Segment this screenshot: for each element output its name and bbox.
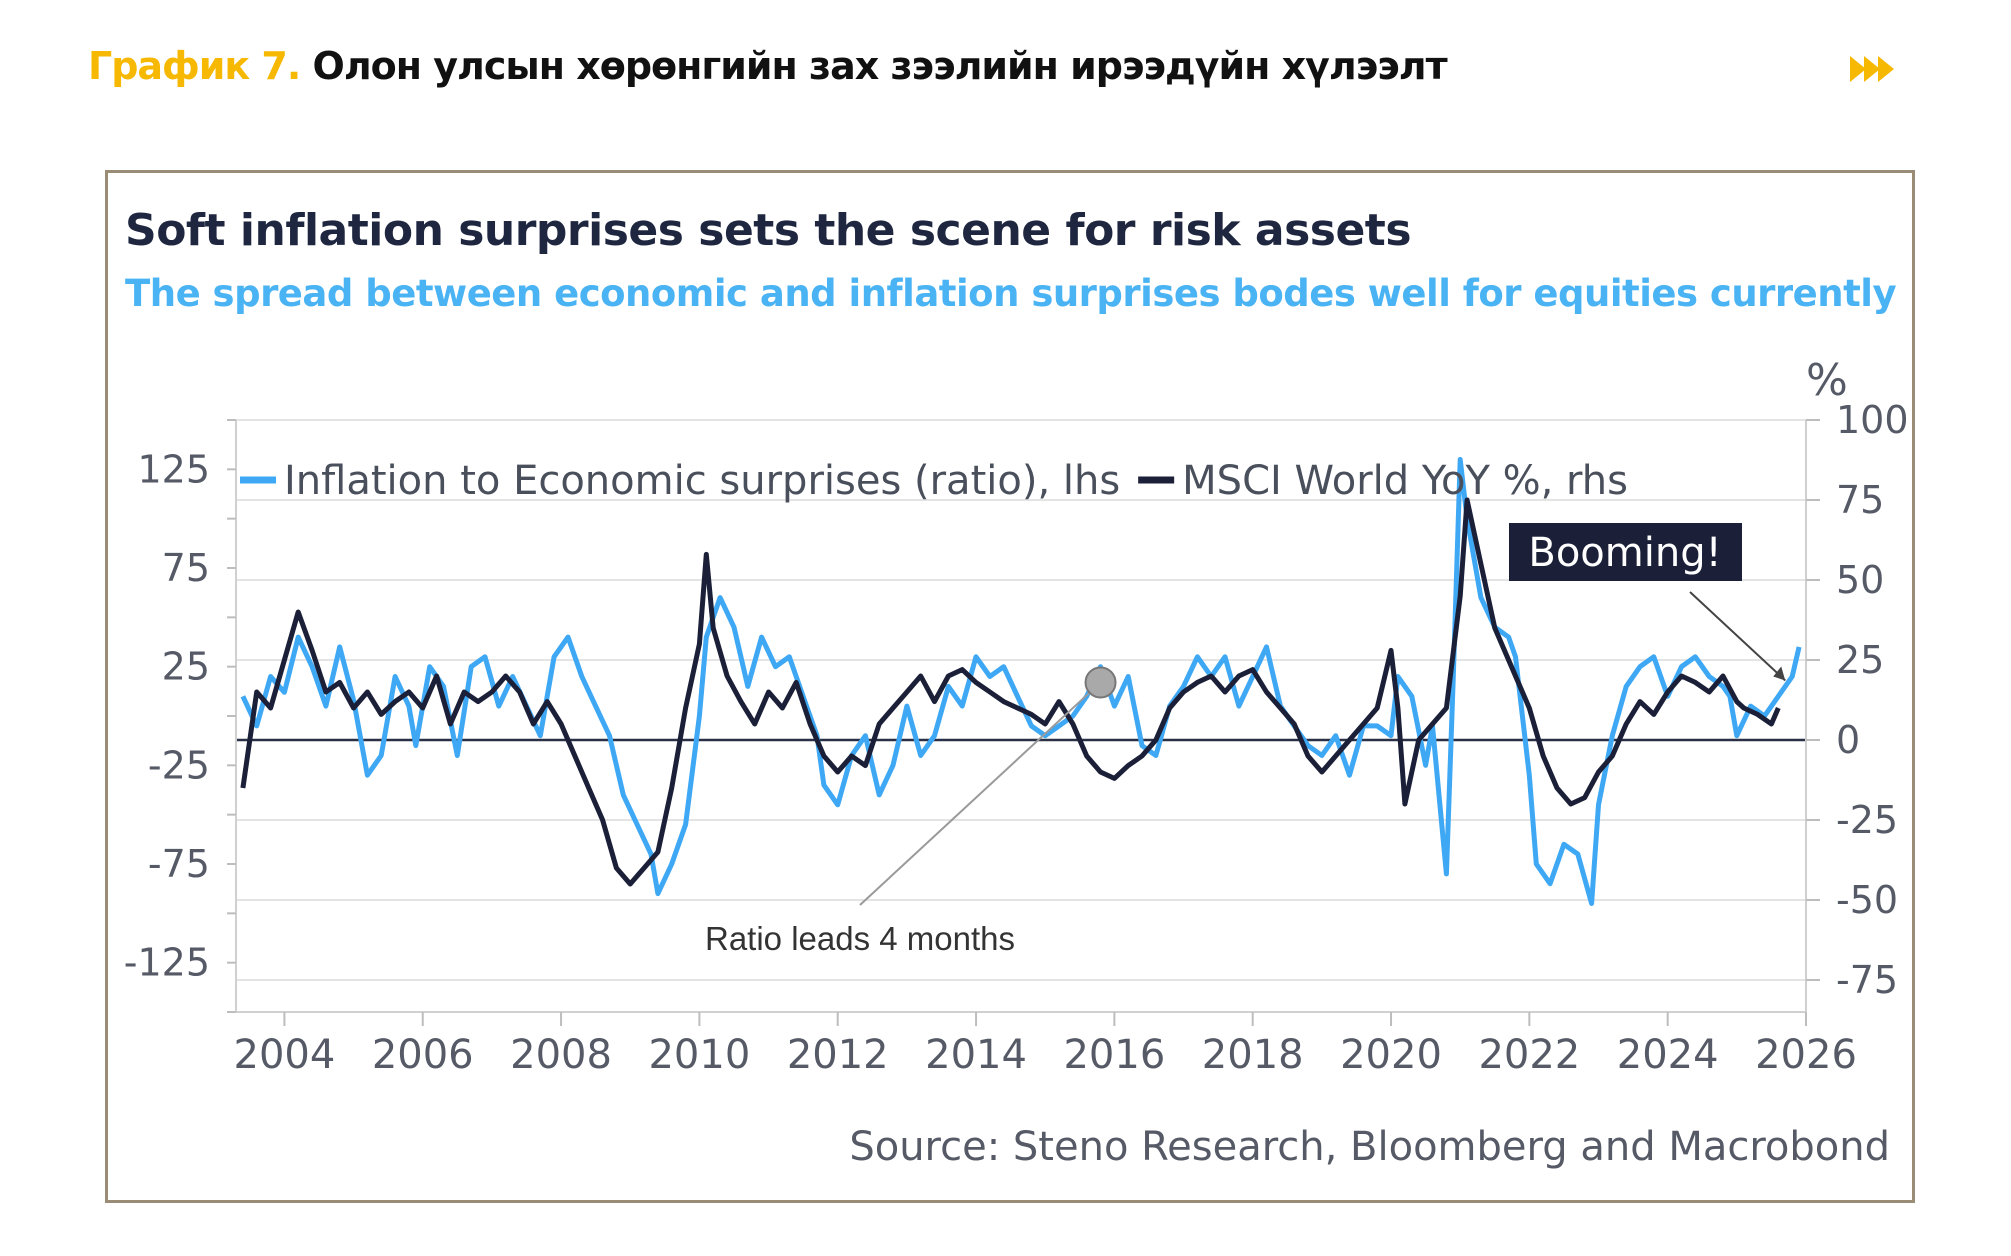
- page-title: Олон улсын хөрөнгийн зах зээлийн ирээдүй…: [312, 44, 1448, 88]
- right-tick-label: -75: [1836, 958, 1898, 1002]
- x-tick-label: 2024: [1617, 1032, 1719, 1078]
- series-line-2: [240, 497, 1781, 887]
- booming-label-box: [1509, 523, 1742, 581]
- x-tick-label: 2006: [372, 1032, 474, 1078]
- right-tick-label: 75: [1836, 478, 1884, 522]
- x-tick-label: 2008: [510, 1032, 612, 1078]
- page-heading: График 7. Олон улсын хөрөнгийн зах зээли…: [88, 44, 1448, 88]
- chart-subtitle: The spread between economic and inflatio…: [125, 272, 1897, 315]
- fast-forward-icon[interactable]: [1850, 52, 1902, 86]
- right-tick-label: -25: [1836, 798, 1898, 842]
- x-tick-label: 2020: [1340, 1032, 1442, 1078]
- x-tick-label: 2026: [1755, 1032, 1857, 1078]
- left-tick-label: -125: [124, 941, 210, 985]
- ratio-leads-marker: [1084, 666, 1117, 699]
- right-tick-label: -50: [1836, 878, 1898, 922]
- x-tick-label: 2004: [234, 1032, 336, 1078]
- source-note: Source: Steno Research, Bloomberg and Ma…: [849, 1124, 1890, 1170]
- legend-label-2: MSCI World YoY %, rhs: [1182, 458, 1628, 504]
- axes: 125 75 25 -25 -75 -125 100 75 50 25 0 -25 -50 -75% 200…: [124, 355, 1909, 1078]
- x-tick-label: 2014: [925, 1032, 1027, 1078]
- left-tick-label: 25: [162, 645, 210, 689]
- legend-label-1: Inflation to Economic surprises (ratio),…: [284, 458, 1120, 504]
- ratio-leads-pointer: [859, 681, 1102, 906]
- x-tick-label: 2022: [1478, 1032, 1580, 1078]
- chart-frame: [105, 170, 1915, 1203]
- legend: Inflation to Economic surprises (ratio),…: [240, 458, 1628, 504]
- x-tick-label: 2012: [787, 1032, 889, 1078]
- series-lines: [240, 457, 1802, 906]
- left-tick-label: 125: [137, 447, 210, 491]
- right-tick-label: 50: [1836, 558, 1884, 602]
- annotations: Booming! Ratio leads 4 months: [705, 523, 1786, 957]
- chart-title: Soft inflation surprises sets the scene …: [125, 205, 1412, 256]
- left-tick-label: -75: [148, 842, 210, 886]
- x-tick-label: 2016: [1063, 1032, 1165, 1078]
- right-tick-label: 0: [1836, 718, 1860, 762]
- x-tick-label: 2018: [1202, 1032, 1304, 1078]
- booming-arrowhead: [1773, 666, 1786, 681]
- booming-label: Booming!: [1528, 530, 1721, 576]
- left-tick-label: 75: [162, 546, 210, 590]
- ratio-leads-label: Ratio leads 4 months: [705, 920, 1015, 957]
- x-tick-label: 2010: [648, 1032, 750, 1078]
- right-tick-label: 100: [1836, 398, 1909, 442]
- chart-number: График 7.: [88, 44, 301, 88]
- gridlines: [236, 419, 1806, 981]
- left-tick-label: -25: [148, 743, 210, 787]
- booming-arrow: [1689, 591, 1786, 682]
- right-tick-label: 25: [1836, 638, 1884, 682]
- right-axis-unit: %: [1806, 355, 1848, 406]
- series-line-1: [240, 457, 1802, 906]
